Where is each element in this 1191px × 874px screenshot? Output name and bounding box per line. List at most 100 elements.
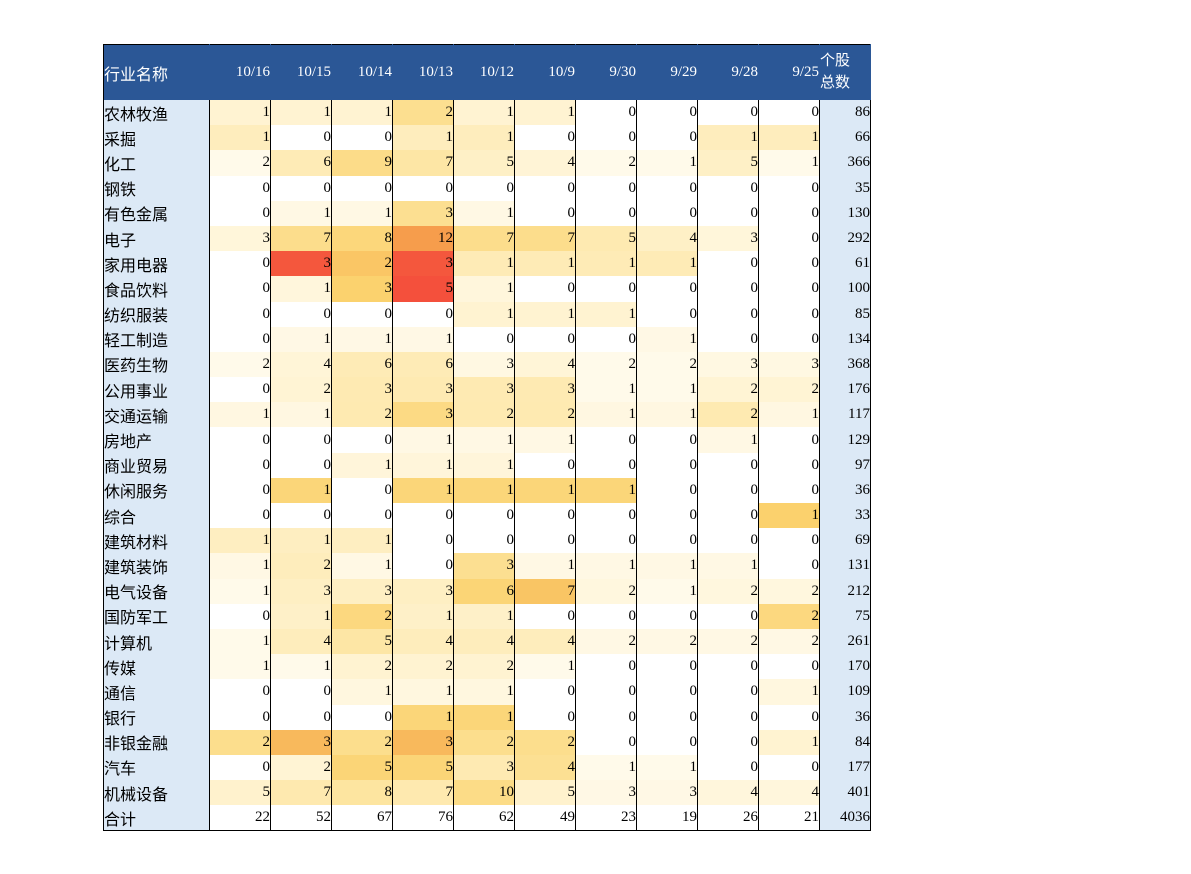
heat-cell: 2 [758,377,820,403]
heat-cell: 1 [514,654,576,680]
heat-cell: 0 [392,528,454,554]
header-date: 9/28 [697,44,759,100]
heat-cell: 1 [209,528,271,554]
heat-cell: 0 [636,654,698,680]
heat-cell: 1 [697,553,759,579]
heat-cell: 1 [453,301,515,327]
industry-name-cell: 传媒 [103,654,210,680]
heat-cell: 1 [636,754,698,781]
header-date: 10/13 [392,44,454,100]
heat-cell: 0 [697,175,759,201]
heat-cell: 1 [392,125,454,151]
heat-cell: 8 [331,225,393,252]
heat-cell: 0 [453,175,515,201]
heat-cell: 0 [209,503,271,529]
heat-cell: 7 [514,225,576,252]
heat-cell: 1 [514,251,576,277]
header-date: 10/16 [209,44,271,100]
heat-cell: 3 [331,578,393,604]
heat-cell: 1 [209,125,271,151]
header-industry-name: 行业名称 [103,44,210,100]
heat-cell: 1 [392,477,454,503]
heat-cell: 0 [758,477,820,503]
heat-cell: 0 [270,301,332,327]
table-row: 机械设备 5 7 8 7 10 5 3 3 4 4 401 [103,780,871,806]
industry-heatmap-table: 行业名称 10/16 10/15 10/14 10/13 10/12 10/9 9/30 9/… [103,44,871,832]
heat-cell: 1 [636,402,698,428]
heat-cell: 3 [270,729,332,755]
heat-cell: 0 [575,200,637,226]
heat-cell: 1 [758,503,820,529]
industry-name-cell: 建筑材料 [103,528,210,554]
heat-cell: 1 [270,326,332,352]
heat-cell: 0 [392,175,454,201]
heat-cell: 0 [575,528,637,554]
heat-cell: 0 [697,326,759,352]
heat-cell: 1 [636,553,698,579]
heat-cell: 5 [697,150,759,176]
heat-cell: 4 [514,628,576,655]
header-stock-total-line2: 总数 [820,74,851,91]
heat-cell: 0 [575,125,637,151]
header-date: 10/14 [331,44,393,100]
header-date: 10/9 [514,44,576,100]
heat-cell: 0 [697,477,759,503]
heat-cell: 1 [270,528,332,554]
heat-cell: 1 [636,578,698,604]
heat-cell: 22 [209,805,271,831]
industry-name-cell: 交通运输 [103,402,210,428]
heat-cell: 0 [697,654,759,680]
heat-cell: 0 [636,503,698,529]
heat-cell: 2 [758,603,820,629]
industry-name-cell: 轻工制造 [103,326,210,352]
stock-total-cell: 86 [819,100,871,126]
stock-total-cell: 69 [819,528,871,554]
heat-cell: 3 [392,729,454,755]
industry-name-cell: 房地产 [103,427,210,453]
heat-cell: 0 [575,654,637,680]
heat-cell: 7 [270,225,332,252]
heat-cell: 1 [453,704,515,730]
heat-cell: 3 [331,377,393,403]
heat-cell: 7 [453,225,515,252]
heat-cell: 49 [514,805,576,831]
heat-cell: 4 [453,628,515,655]
heat-cell: 2 [392,654,454,680]
heat-cell: 0 [636,200,698,226]
heat-cell: 2 [331,603,393,629]
heat-cell: 3 [453,351,515,378]
heat-cell: 1 [636,377,698,403]
heat-cell: 1 [514,100,576,126]
stock-total-cell: 85 [819,301,871,327]
heat-cell: 1 [575,301,637,327]
heat-cell: 0 [758,528,820,554]
heat-cell: 0 [392,301,454,327]
heat-cell: 1 [575,477,637,503]
table-row: 医药生物 2 4 6 6 3 4 2 2 3 3 368 [103,351,871,378]
heat-cell: 3 [270,251,332,277]
stock-total-cell: 35 [819,175,871,201]
heat-cell: 0 [453,503,515,529]
heat-cell: 7 [392,150,454,176]
heat-cell: 0 [209,251,271,277]
heat-cell: 1 [453,251,515,277]
table-row: 电气设备 1 3 3 3 6 7 2 1 2 2 212 [103,578,871,604]
heat-cell: 0 [758,175,820,201]
heat-cell: 67 [331,805,393,831]
heat-cell: 1 [331,679,393,705]
heat-cell: 0 [758,100,820,126]
table-row: 交通运输 1 1 2 3 2 2 1 1 2 1 117 [103,402,871,428]
heat-cell: 2 [575,628,637,655]
heat-cell: 3 [453,553,515,579]
heat-cell: 1 [270,276,332,302]
heat-cell: 0 [636,452,698,478]
industry-name-cell: 电气设备 [103,578,210,604]
heat-cell: 0 [636,276,698,302]
heat-cell: 0 [697,251,759,277]
stock-total-cell: 4036 [819,805,871,831]
heat-cell: 4 [514,754,576,781]
heat-cell: 7 [514,578,576,604]
heat-cell: 0 [697,100,759,126]
stock-total-cell: 61 [819,251,871,277]
heat-cell: 0 [514,276,576,302]
